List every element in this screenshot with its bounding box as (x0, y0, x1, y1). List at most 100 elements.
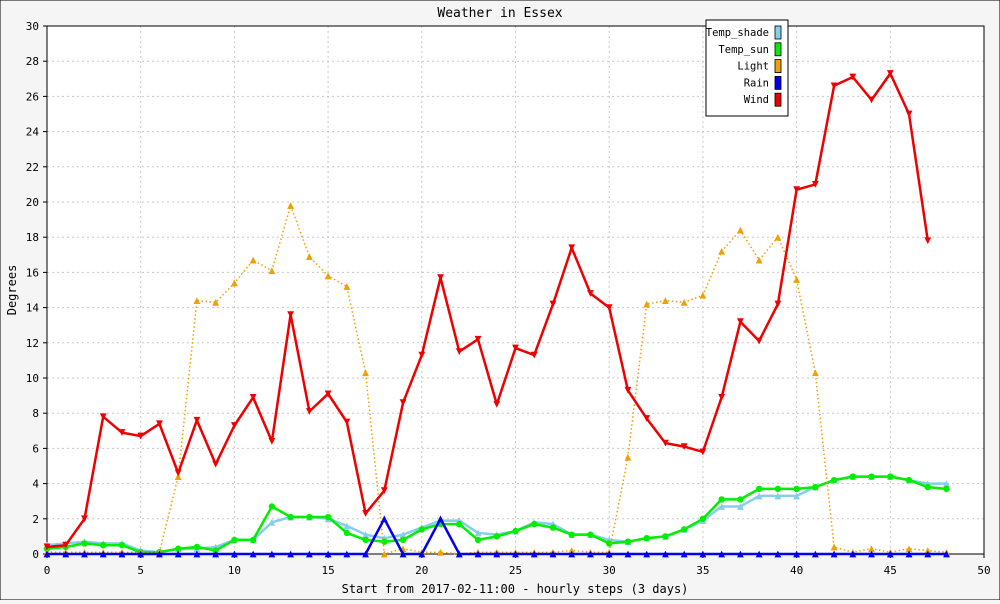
series-temp-sun-point (887, 473, 894, 480)
series-temp-sun-point (474, 536, 482, 544)
series-rain-point (587, 550, 594, 558)
series-rain-point (905, 550, 913, 558)
series-rain-point (118, 550, 126, 558)
series-rain-point (568, 550, 576, 558)
series-wind-point (605, 304, 613, 311)
series-light-point (905, 545, 913, 553)
legend-light-swatch (774, 59, 782, 73)
series-temp-sun-point (174, 545, 182, 552)
series-light-point (380, 550, 388, 558)
series-light-point (699, 291, 707, 299)
series-light-point (212, 298, 220, 306)
series-rain-point (137, 550, 145, 558)
legend-wind-swatch (774, 92, 782, 107)
series-rain-point (643, 550, 651, 558)
y-axis-label: Degrees (5, 265, 19, 316)
series-wind-point (924, 237, 932, 245)
series-wind-point (455, 348, 463, 355)
series-temp-sun-point (212, 547, 219, 554)
series-wind-point (493, 401, 501, 408)
series-rain-point (718, 550, 726, 558)
series-temp-sun-point (624, 538, 632, 545)
series-light-point (680, 298, 688, 306)
series-temp-shade-point (943, 480, 950, 487)
series-wind-point (624, 386, 632, 394)
series-temp-shade-point (755, 492, 763, 500)
series-wind-point (530, 351, 538, 359)
series-wind-point (680, 443, 688, 451)
series-light-point (662, 297, 669, 304)
series-temp-sun-point (718, 496, 725, 503)
series-temp-shade-point (793, 492, 800, 500)
series-temp-shade-point (474, 529, 482, 537)
series-rain-point (62, 550, 70, 558)
series-rain-point (231, 550, 238, 558)
series-light-point (343, 283, 351, 290)
y-tick-label: 20 (26, 196, 39, 209)
series-temp-sun-point (512, 527, 519, 535)
series-light-point (231, 279, 238, 287)
series-light-point (793, 276, 800, 283)
series-rain-point (99, 550, 107, 558)
series-rain-point (811, 550, 819, 558)
series-temp-sun-point (343, 529, 351, 537)
series-wind-point (437, 274, 444, 282)
legend: Temp_shade Temp_sun Light Rain Wind (705, 19, 789, 117)
series-rain-point (455, 550, 463, 558)
series-temp-sun-point (100, 542, 107, 549)
x-tick-label: 40 (790, 564, 803, 577)
series-wind-point (699, 448, 707, 456)
y-tick-label: 22 (26, 161, 39, 174)
x-tick-label: 0 (44, 564, 51, 577)
series-temp-shade-point (774, 492, 782, 500)
series-wind-point (736, 318, 744, 326)
series-rain-point (212, 550, 220, 558)
series-temp-shade-point (268, 518, 276, 526)
series-temp-sun-point (306, 513, 313, 521)
x-tick-label: 50 (977, 564, 990, 577)
series-rain-point (549, 550, 557, 558)
series-wind-point (793, 186, 800, 194)
series-light-point (268, 267, 276, 275)
y-tick-label: 26 (26, 90, 39, 103)
series-wind-point (43, 543, 51, 551)
legend-box (705, 19, 789, 117)
series-temp-sun-point (456, 520, 463, 528)
series-wind-point (380, 487, 388, 495)
legend-light-label: Light (737, 61, 769, 73)
series-rain-point (830, 550, 838, 558)
series-light-point (868, 545, 875, 553)
series-rain-point (81, 550, 88, 558)
series-wind-point (774, 300, 782, 308)
series-temp-sun-point (662, 533, 669, 540)
series-rain-point (493, 550, 501, 558)
series-wind-point (718, 393, 726, 401)
series-temp-sun-point (418, 526, 425, 533)
series-light-point (193, 297, 201, 304)
series-wind-point (886, 70, 894, 77)
series-rain-point (437, 515, 444, 523)
series-rain-point (249, 550, 257, 558)
series-temp-sun-point (680, 526, 688, 533)
series-light-point (174, 473, 182, 480)
legend-wind-label: Wind (744, 94, 769, 106)
y-tick-label: 16 (26, 266, 39, 279)
series-wind-point (137, 432, 145, 440)
series-rain-point (793, 550, 800, 558)
series-wind-point (418, 351, 426, 359)
series-rain-point (174, 550, 182, 558)
series-wind-point (362, 510, 369, 517)
series-wind-point (118, 429, 126, 436)
y-tick-label: 30 (26, 20, 39, 33)
y-tick-label: 24 (26, 126, 40, 139)
series-light-point (643, 300, 651, 308)
series-wind-point (474, 335, 482, 343)
series-rain-point (662, 550, 669, 558)
series-temp-sun-point (118, 542, 126, 549)
series-rain-point (605, 550, 613, 558)
series-temp-sun-point (531, 520, 538, 528)
series-temp-sun-point (924, 483, 931, 491)
x-tick-label: 25 (509, 564, 522, 577)
series-wind-point (587, 290, 594, 297)
